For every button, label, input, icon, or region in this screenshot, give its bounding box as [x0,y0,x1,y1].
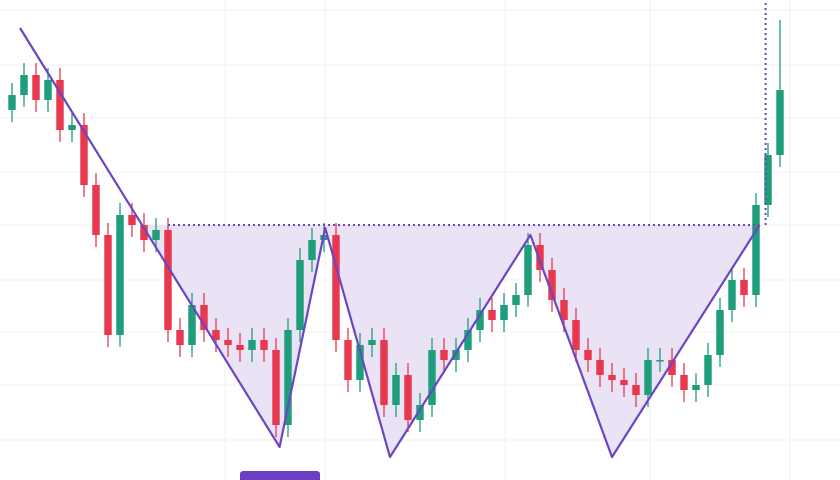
candle-body [260,340,268,350]
candle-body [548,270,556,300]
candle-body [512,295,520,305]
candle-body [8,95,16,110]
candle-body [596,360,604,375]
candle-body [608,375,616,380]
candle-body [428,350,436,405]
candle-body [404,375,412,420]
candle-body [272,350,280,425]
candle-body [152,230,160,240]
candle-body [164,230,172,330]
candle-body [476,310,484,330]
candle-body [380,340,388,405]
candle-body [128,215,136,225]
candle-body [416,405,424,420]
candle-body [644,360,652,395]
candle-body [692,385,700,390]
candle-body [332,235,340,340]
candle-body [632,385,640,395]
candle-body [296,260,304,330]
candle-body [584,350,592,360]
pattern-area [142,225,760,457]
candle-body [32,75,40,100]
candle-body [44,80,52,100]
candle-body [680,375,688,390]
candle-body [344,340,352,380]
candle-body [116,215,124,335]
candle-body [500,305,508,320]
candle-body [488,310,496,320]
candle-body [20,75,28,95]
candle-body [80,125,88,185]
candle-body [236,345,244,350]
candle-body [248,340,256,350]
pattern-line [19,27,761,459]
candle-body [356,345,364,380]
candle-body [392,375,400,405]
candle-body [560,300,568,320]
candle-body [176,330,184,345]
candle-body [728,280,736,310]
candle-body [716,310,724,355]
candle-body [200,305,208,330]
candle-body [224,340,232,345]
candle-body [140,225,148,240]
candle-body [188,305,196,345]
candle-body [212,330,220,340]
toolbar-handle[interactable] [240,471,320,480]
candle-body [92,185,100,235]
candle-body [308,240,316,260]
candle-body [284,330,292,425]
candle-body [656,360,664,362]
candle-body [452,350,460,360]
candle-body [668,360,676,375]
candle-body [620,380,628,385]
candle-body [68,125,76,130]
candle-body [536,245,544,270]
candle-body [572,320,580,350]
candle-body [56,80,64,130]
candle-body [740,280,748,295]
candle-body [524,245,532,295]
candle-body [368,340,376,345]
candle-body [776,90,784,155]
candle-body [704,355,712,385]
candle-body [752,205,760,295]
candle-body [464,330,472,350]
candle-body [764,155,772,205]
candle-body [104,235,112,335]
candle-body [440,350,448,360]
